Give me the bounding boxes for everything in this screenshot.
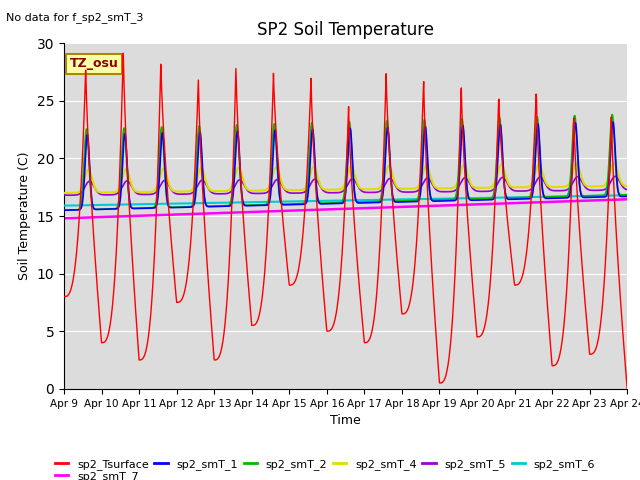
Text: TZ_osu: TZ_osu [70, 58, 118, 71]
Text: No data for f_sp2_smT_3: No data for f_sp2_smT_3 [6, 12, 144, 23]
Legend: sp2_smT_7: sp2_smT_7 [51, 467, 143, 480]
Legend: sp2_Tsurface, sp2_smT_1, sp2_smT_2, sp2_smT_4, sp2_smT_5, sp2_smT_6: sp2_Tsurface, sp2_smT_1, sp2_smT_2, sp2_… [51, 455, 600, 474]
Y-axis label: Soil Temperature (C): Soil Temperature (C) [18, 152, 31, 280]
Title: SP2 Soil Temperature: SP2 Soil Temperature [257, 21, 434, 39]
X-axis label: Time: Time [330, 414, 361, 427]
